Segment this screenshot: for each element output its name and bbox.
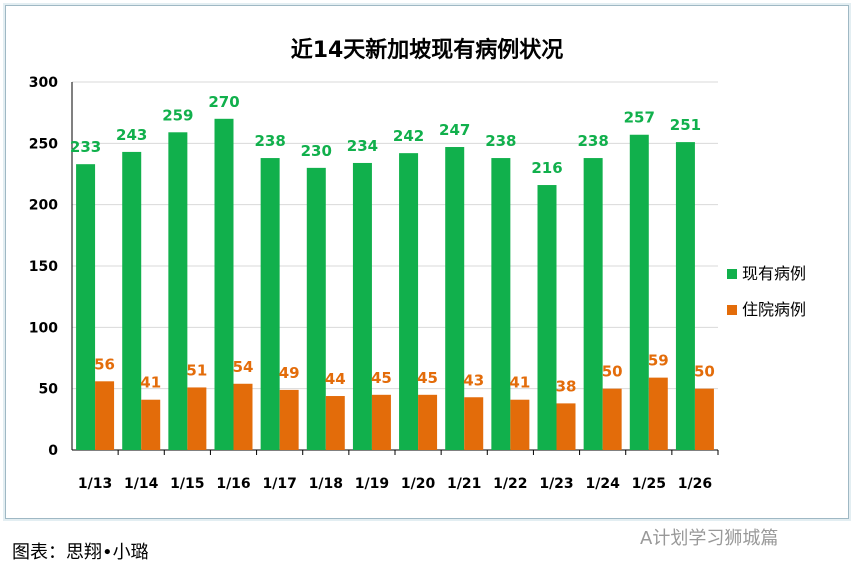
bar-hospitalized: [233, 383, 253, 450]
x-tick-label: 1/20: [401, 476, 436, 492]
data-label: 251: [670, 116, 701, 134]
bar-chart: 近14天新加坡现有病例状况 0 50 100 150 200 250 300 1/13 233 5…: [29, 37, 806, 492]
x-tick-label: 1/22: [493, 476, 527, 492]
y-tick-label: 100: [29, 320, 58, 336]
bar-active: [583, 158, 603, 450]
data-label: 216: [531, 159, 562, 177]
bar-hospitalized: [95, 381, 115, 450]
data-label: 51: [186, 361, 207, 379]
bar-active: [260, 158, 280, 450]
x-tick-label: 1/21: [447, 476, 481, 492]
bar-active: [445, 147, 465, 450]
bar-active: [537, 185, 557, 451]
data-label: 45: [417, 369, 438, 387]
legend-swatch: [727, 305, 737, 315]
watermark: A计划学习狮城篇: [640, 528, 779, 549]
x-tick-label: 1/18: [309, 476, 343, 492]
data-label: 56: [94, 355, 115, 373]
bar-hospitalized: [464, 397, 484, 450]
data-label: 257: [624, 109, 655, 127]
bar-hospitalized: [187, 387, 207, 450]
legend-label: 现有病例: [742, 264, 806, 283]
data-label: 233: [70, 138, 101, 156]
y-tick-label: 200: [29, 198, 58, 214]
y-tick-label: 250: [29, 136, 58, 152]
bar-hospitalized: [325, 396, 345, 450]
x-tick-label: 1/17: [262, 476, 296, 492]
x-tick-label: 1/24: [585, 476, 620, 492]
chart-title: 近14天新加坡现有病例状况: [291, 37, 564, 63]
bar-active: [629, 134, 649, 450]
bar-active: [352, 162, 372, 450]
bar-active: [491, 158, 511, 450]
data-label: 242: [393, 127, 424, 145]
data-label: 234: [347, 137, 378, 155]
data-label: 59: [648, 352, 669, 370]
data-label: 230: [301, 142, 332, 160]
data-label: 54: [233, 358, 254, 376]
y-tick-label: 0: [48, 443, 58, 459]
y-tick-label: 300: [29, 75, 58, 91]
bar-hospitalized: [602, 388, 622, 450]
data-label: 50: [602, 363, 623, 381]
bar-active: [168, 132, 188, 450]
x-tick-label: 1/15: [170, 476, 204, 492]
bar-hospitalized: [556, 403, 576, 450]
x-tick-label: 1/23: [539, 476, 573, 492]
data-label: 45: [371, 369, 392, 387]
y-tick-label: 150: [29, 259, 58, 275]
data-label: 270: [208, 93, 239, 111]
data-label: 41: [140, 374, 161, 392]
bar-hospitalized: [694, 388, 714, 450]
data-label: 238: [254, 132, 285, 150]
bar-hospitalized: [418, 394, 438, 450]
x-tick-label: 1/19: [355, 476, 389, 492]
y-tick-label: 50: [39, 382, 59, 398]
data-label: 38: [556, 377, 577, 395]
bar-active: [399, 153, 419, 450]
bar-active: [76, 164, 96, 451]
data-label: 243: [116, 126, 147, 144]
bar-hospitalized: [648, 377, 668, 450]
x-tick-label: 1/25: [632, 476, 666, 492]
caption: 图表：思翔•小璐: [12, 542, 149, 563]
bar-hospitalized: [279, 389, 299, 450]
bar-active: [122, 151, 142, 451]
data-label: 44: [325, 370, 346, 388]
legend-label: 住院病例: [742, 300, 806, 319]
data-label: 259: [162, 106, 193, 124]
data-label: 238: [577, 132, 608, 150]
bar-hospitalized: [371, 394, 391, 450]
data-label: 49: [279, 364, 300, 382]
data-label: 41: [509, 374, 530, 392]
bar-active: [306, 167, 326, 450]
bar-active: [675, 142, 695, 450]
x-tick-label: 1/14: [124, 476, 159, 492]
data-label: 238: [485, 132, 516, 150]
x-tick-label: 1/16: [216, 476, 250, 492]
bar-hospitalized: [141, 399, 161, 450]
data-label: 43: [463, 371, 484, 389]
data-label: 50: [694, 363, 715, 381]
bar-hospitalized: [510, 399, 530, 450]
legend-swatch: [727, 269, 737, 279]
x-tick-label: 1/13: [78, 476, 112, 492]
x-tick-label: 1/26: [678, 476, 712, 492]
bar-active: [214, 118, 234, 451]
data-label: 247: [439, 121, 470, 139]
